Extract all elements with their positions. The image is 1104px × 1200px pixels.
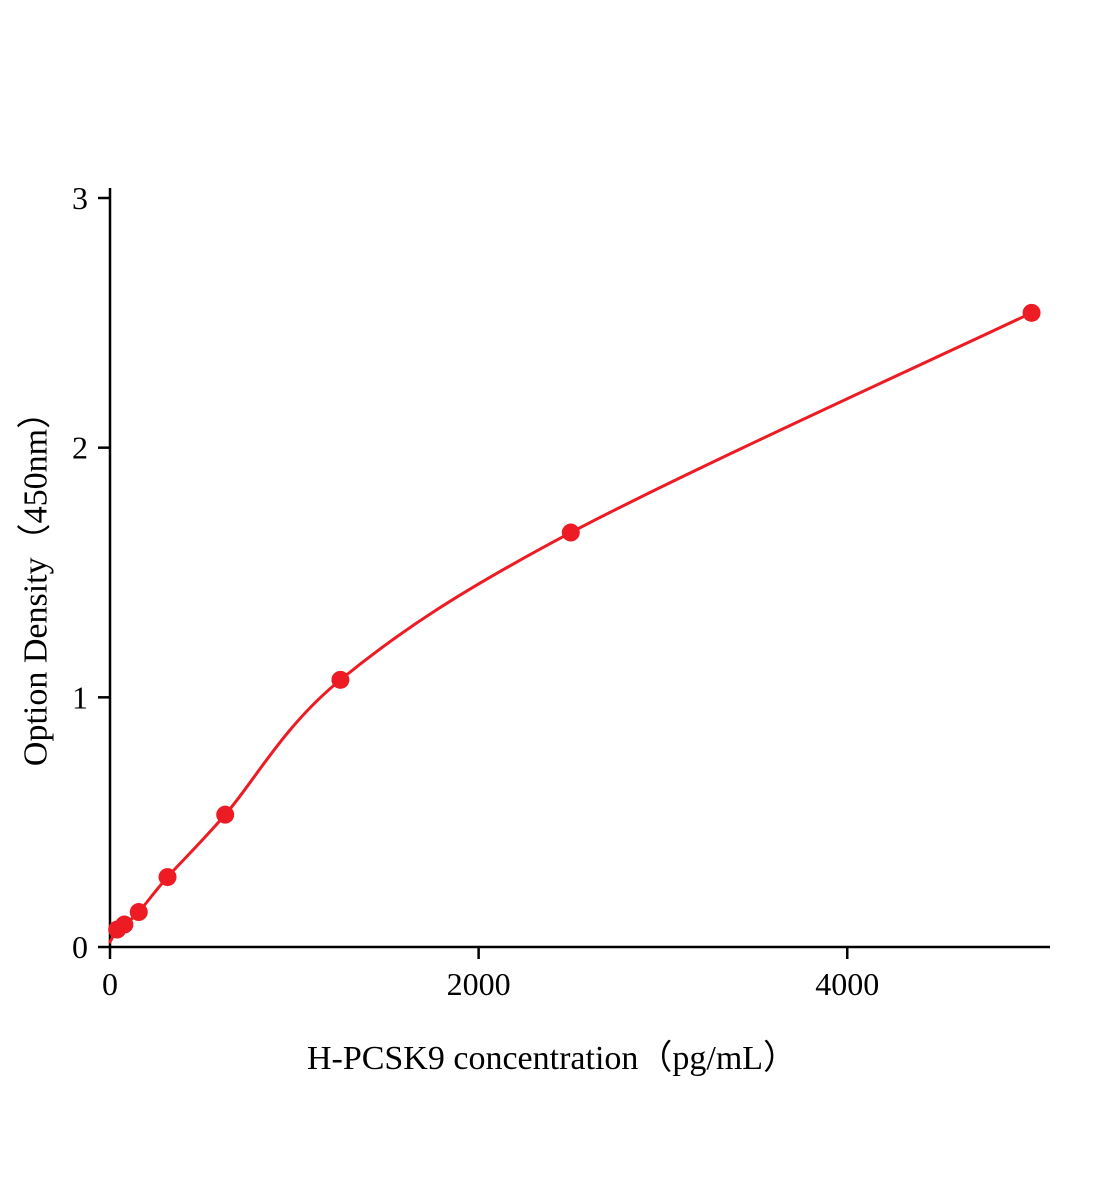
data-point	[1022, 303, 1041, 322]
data-point	[115, 915, 134, 934]
x-tick-label: 4000	[815, 966, 879, 1002]
y-tick-label: 3	[72, 180, 88, 216]
data-point	[331, 670, 350, 689]
y-tick-label: 2	[72, 430, 88, 466]
x-tick-label: 0	[102, 966, 118, 1002]
fitted-curve	[108, 311, 1034, 944]
y-axis-title: Option Density（450nm）	[17, 394, 55, 767]
y-tick-label: 0	[72, 929, 88, 965]
x-tick-label: 2000	[447, 966, 511, 1002]
data-point	[129, 903, 148, 922]
data-point	[158, 868, 177, 887]
data-point	[561, 523, 580, 542]
y-tick-label: 1	[72, 679, 88, 715]
data-point	[216, 805, 235, 824]
x-axis-title: H-PCSK9 concentration（pg/mL）	[306, 1040, 798, 1077]
